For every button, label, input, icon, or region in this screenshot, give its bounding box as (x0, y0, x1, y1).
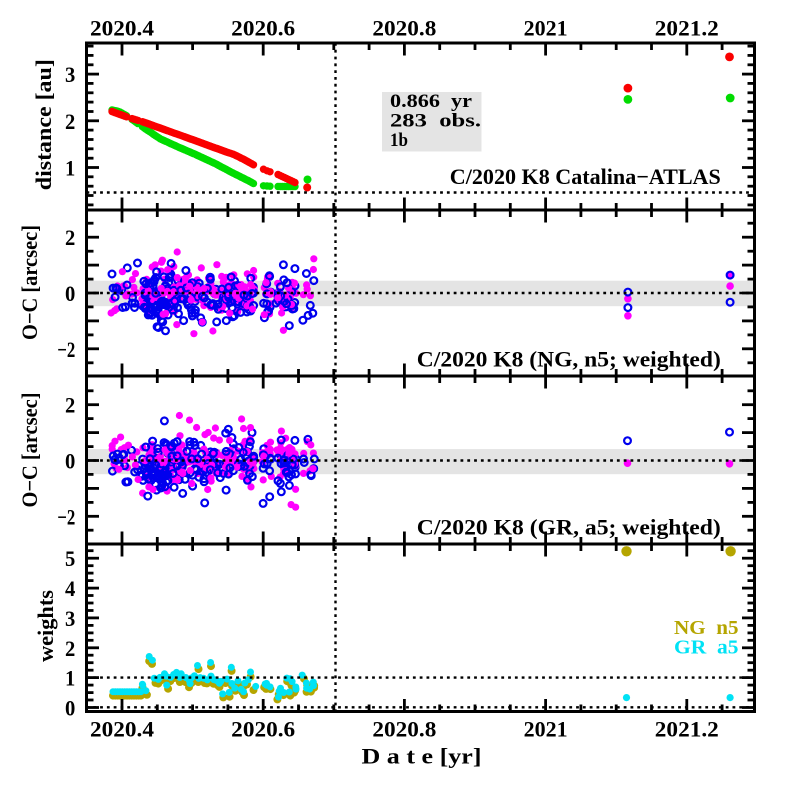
svg-text:283 obs.: 283 obs. (390, 111, 481, 132)
svg-text:O−C [arcsec]: O−C [arcsec] (17, 225, 42, 340)
svg-text:2021.2: 2021.2 (655, 15, 719, 40)
svg-text:2: 2 (65, 393, 75, 418)
svg-text:2020.4: 2020.4 (90, 716, 154, 741)
svg-text:2020.8: 2020.8 (372, 15, 436, 40)
svg-text:2020.4: 2020.4 (90, 15, 154, 40)
svg-text:C/2020 K8 (GR, a5; weighted): C/2020 K8 (GR, a5; weighted) (417, 515, 721, 540)
svg-text:1b: 1b (390, 130, 408, 151)
svg-text:4: 4 (65, 576, 75, 601)
svg-text:2: 2 (65, 225, 75, 250)
svg-text:GR a5: GR a5 (674, 637, 739, 659)
svg-text:2020.8: 2020.8 (372, 716, 436, 741)
svg-text:0.866 yr: 0.866 yr (390, 91, 473, 112)
svg-text:2020.6: 2020.6 (231, 716, 295, 741)
svg-text:weights: weights (33, 590, 58, 662)
svg-text:0: 0 (65, 281, 75, 306)
svg-text:2: 2 (65, 109, 75, 134)
svg-text:−2: −2 (57, 337, 75, 362)
svg-text:C/2020 K8 (NG, n5; weighted): C/2020 K8 (NG, n5; weighted) (417, 346, 721, 371)
svg-text:2020.6: 2020.6 (231, 15, 295, 40)
svg-text:2: 2 (65, 636, 75, 661)
svg-text:NG n5: NG n5 (674, 617, 739, 639)
svg-text:3: 3 (65, 62, 75, 87)
svg-text:1: 1 (65, 156, 75, 181)
svg-text:2021.2: 2021.2 (655, 716, 719, 741)
svg-text:0: 0 (65, 696, 75, 721)
svg-text:O−C [arcsec]: O−C [arcsec] (17, 393, 42, 508)
svg-text:distance [au]: distance [au] (31, 59, 56, 190)
svg-text:−2: −2 (57, 504, 75, 529)
svg-text:1: 1 (65, 666, 75, 691)
svg-text:D a t e [yr]: D a t e [yr] (362, 744, 482, 769)
svg-text:5: 5 (65, 546, 75, 571)
svg-text:C/2020 K8 Catalina−ATLAS: C/2020 K8 Catalina−ATLAS (450, 164, 721, 189)
svg-text:0: 0 (65, 449, 75, 474)
svg-text:3: 3 (65, 606, 75, 631)
svg-text:2021: 2021 (524, 15, 568, 40)
svg-text:2021: 2021 (524, 716, 568, 741)
